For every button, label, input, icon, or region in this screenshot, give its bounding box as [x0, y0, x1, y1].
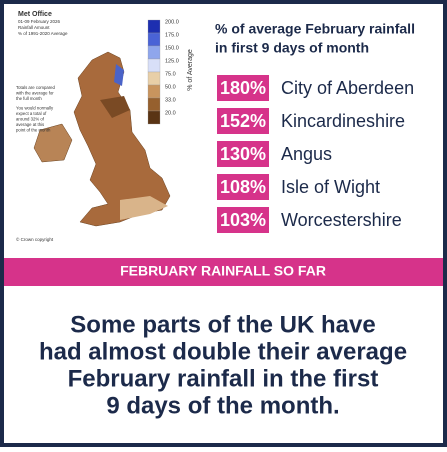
legend-swatch [147, 19, 161, 34]
legend-swatch [147, 32, 161, 47]
percent: 152% [220, 111, 266, 131]
legend-title: % of 1991-2020 Average [18, 31, 68, 36]
legend-value: 75.0 [165, 71, 176, 77]
percent: 130% [220, 144, 266, 164]
legend-title: 01-09 February 2026 [18, 19, 61, 24]
place: Isle of Wight [281, 177, 380, 197]
legend-value: 50.0 [165, 84, 176, 90]
note: the full month [16, 96, 42, 101]
brand: Met Office [18, 11, 52, 18]
place: Kincardineshire [281, 111, 405, 131]
legend-title: Rainfall Amount [18, 25, 50, 30]
message-line: had almost double their average [39, 338, 407, 365]
legend-value: 20.0 [165, 110, 176, 116]
message-line: 9 days of the month. [106, 392, 339, 419]
message-line: Some parts of the UK have [70, 311, 375, 338]
legend-swatch [147, 97, 161, 112]
map [33, 51, 171, 227]
note: You would normally [16, 106, 54, 111]
list-title: in first 9 days of month [215, 40, 369, 56]
legend-swatch [147, 84, 161, 99]
note: with the average for [16, 91, 54, 96]
percent: 108% [220, 177, 266, 197]
percent-badge [217, 141, 269, 167]
legend-swatch [147, 58, 161, 73]
place: City of Aberdeen [281, 78, 414, 98]
percent-badge [217, 75, 269, 101]
legend-value: 175.0 [165, 32, 179, 38]
percent: 103% [220, 210, 266, 230]
banner-bg [4, 258, 443, 286]
place: Worcestershire [281, 210, 402, 230]
legend-value: 200.0 [165, 19, 179, 25]
note: expect a total of [16, 111, 47, 116]
note: point of the month [16, 128, 51, 133]
legend-value: 33.0 [165, 97, 176, 103]
percent-badge [217, 207, 269, 233]
legend-axis: % of Average [187, 49, 194, 91]
message-line: February rainfall in the first [68, 365, 379, 392]
legend-value: 150.0 [165, 45, 179, 51]
note: average at this [16, 122, 44, 127]
legend-swatch [147, 110, 161, 125]
note: Totals are compared [16, 85, 56, 90]
copyright: © Crown copyright [16, 236, 54, 242]
percent-badge [217, 174, 269, 200]
legend-swatch [147, 45, 161, 60]
percent: 180% [220, 78, 266, 98]
legend-value: 125.0 [165, 58, 179, 64]
list-title: % of average February rainfall [215, 21, 415, 37]
legend-swatch [147, 71, 161, 86]
place: Angus [281, 144, 332, 164]
note: around 32% of [16, 117, 45, 122]
banner: FEBRUARY RAINFALL SO FAR [120, 263, 326, 279]
percent-badge [217, 108, 269, 134]
